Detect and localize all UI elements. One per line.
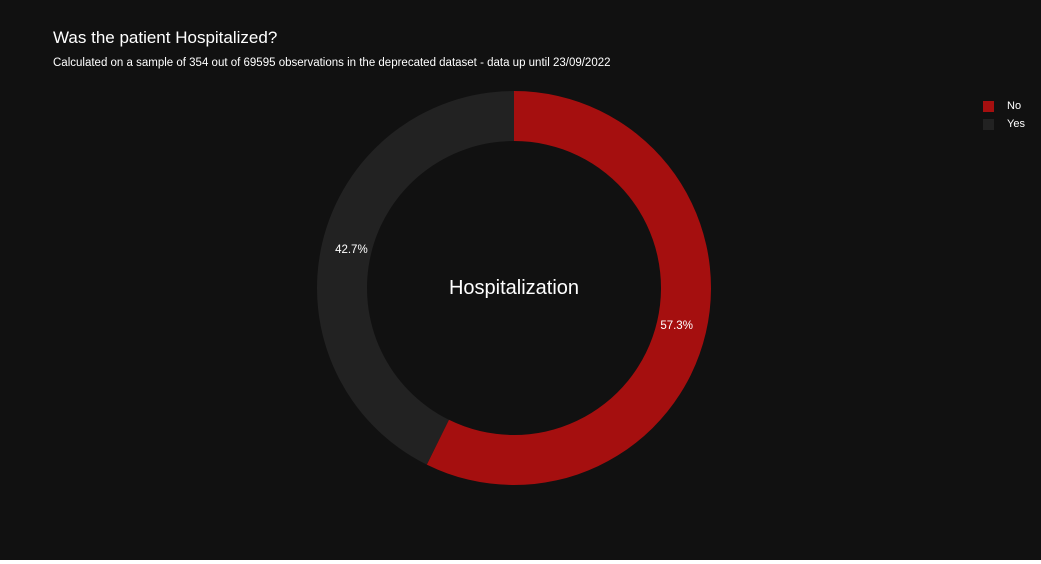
legend-item-no[interactable]: No xyxy=(983,97,1025,115)
slice-no[interactable] xyxy=(426,91,711,485)
chart-subtitle: Calculated on a sample of 354 out of 695… xyxy=(53,57,611,69)
legend-label-yes: Yes xyxy=(1007,118,1025,130)
legend-label-no: No xyxy=(1007,100,1022,112)
legend: No Yes xyxy=(983,97,1025,133)
slices-group xyxy=(317,91,711,485)
chart-title: Was the patient Hospitalized? xyxy=(53,28,278,47)
legend-item-yes[interactable]: Yes xyxy=(983,115,1025,133)
slice-label-yes: 42.7% xyxy=(335,244,368,256)
slice-labels-group: 57.3% 42.7% xyxy=(335,244,693,332)
slice-yes[interactable] xyxy=(317,91,514,465)
legend-swatch-yes xyxy=(983,118,994,130)
legend-swatch-no xyxy=(983,100,994,112)
center-label: Hospitalization xyxy=(449,277,579,299)
slice-label-no: 57.3% xyxy=(660,320,693,332)
bottom-strip xyxy=(0,560,1041,564)
